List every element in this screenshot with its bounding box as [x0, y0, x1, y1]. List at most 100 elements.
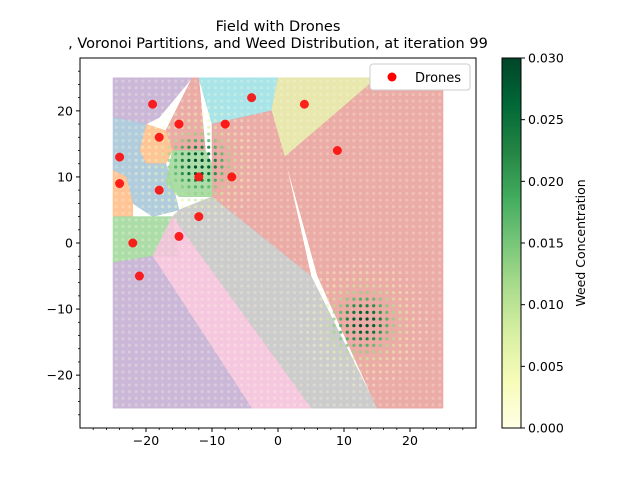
weed-cell [114, 191, 118, 196]
weed-cell [365, 92, 369, 96]
weed-cell [345, 238, 349, 242]
weed-cell [325, 337, 330, 341]
weed-cell [187, 310, 191, 314]
weed-cell [345, 152, 349, 156]
weed-cell [233, 231, 237, 235]
weed-cell [220, 350, 224, 354]
weed-cell [438, 112, 442, 116]
weed-cell [226, 218, 231, 222]
weed-cell [114, 304, 118, 308]
weed-cell [365, 211, 369, 215]
weed-cell [174, 165, 178, 169]
weed-cell [279, 138, 283, 143]
weed-cell [286, 396, 290, 400]
weed-cell [431, 125, 435, 129]
weed-cell [398, 277, 402, 281]
weed-cell [424, 125, 429, 129]
weed-cell [299, 119, 303, 123]
weed-cell [424, 224, 429, 229]
weed-cell [121, 350, 125, 354]
weed-cell [325, 211, 330, 215]
weed-cell [207, 191, 211, 196]
weed-cell [141, 396, 145, 400]
weed-cell [378, 185, 382, 189]
weed-cell [273, 145, 277, 149]
weed-cell [358, 330, 363, 334]
weed-cell [259, 238, 264, 242]
weed-cell [352, 396, 356, 400]
weed-cell [332, 158, 336, 163]
weed-cell [292, 125, 297, 129]
weed-cell [339, 370, 343, 374]
weed-cell [127, 350, 132, 354]
weed-cell [306, 264, 310, 268]
weed-cell [391, 244, 396, 248]
weed-cell [312, 86, 316, 90]
weed-cell [431, 383, 435, 387]
weed-cell [180, 271, 184, 275]
weed-cell [378, 158, 382, 163]
weed-cell [306, 198, 310, 202]
weed-cell [273, 290, 277, 295]
weed-cell [378, 165, 382, 169]
weed-cell [332, 251, 336, 255]
colorbar-gradient [501, 57, 522, 429]
weed-cell [187, 191, 191, 196]
weed-cell [266, 231, 270, 235]
weed-cell [154, 317, 158, 321]
weed-cell [273, 257, 277, 262]
weed-cell [121, 92, 125, 96]
weed-cell [431, 172, 435, 176]
weed-cell [273, 105, 277, 110]
weed-cell [167, 271, 171, 275]
weed-cell [424, 218, 429, 222]
weed-cell [292, 145, 297, 149]
weed-cell [385, 198, 389, 202]
colorbar-tick-label: 0.015 [528, 236, 564, 251]
weed-cell [207, 264, 211, 268]
weed-cell [411, 165, 415, 169]
weed-cell [365, 357, 369, 361]
weed-cell [352, 211, 356, 215]
weed-cell [358, 244, 363, 248]
weed-cell [273, 218, 277, 222]
weed-cell [154, 244, 158, 248]
weed-cell [200, 125, 204, 129]
weed-cell [121, 224, 125, 229]
weed-cell [167, 205, 171, 209]
weed-cell [431, 198, 435, 202]
weed-cell [121, 403, 125, 407]
weed-cell [286, 158, 290, 163]
weed-cell [141, 244, 145, 248]
weed-cell [405, 224, 409, 229]
weed-cell [325, 310, 330, 314]
weed-cell [246, 317, 250, 321]
weed-cell [134, 337, 138, 341]
weed-cell [220, 310, 224, 314]
weed-cell [141, 403, 145, 407]
weed-cell [193, 132, 198, 136]
weed-cell [438, 251, 442, 255]
weed-cell [147, 132, 151, 136]
weed-cell [193, 257, 198, 262]
weed-cell [418, 191, 422, 196]
weed-cell [325, 290, 330, 295]
weed-cell [431, 264, 435, 268]
weed-cell [372, 310, 376, 314]
weed-cell [378, 271, 382, 275]
weed-cell [319, 244, 323, 248]
weed-cell [259, 323, 264, 328]
weed-cell [246, 370, 250, 374]
weed-cell [438, 304, 442, 308]
weed-cell [405, 165, 409, 169]
weed-cell [240, 244, 244, 248]
weed-cell [431, 92, 435, 96]
weed-cell [365, 290, 369, 295]
weed-cell [398, 165, 402, 169]
weed-cell [114, 244, 118, 248]
weed-cell [226, 304, 231, 308]
weed-cell [273, 172, 277, 176]
weed-cell [286, 383, 290, 387]
weed-cell [405, 376, 409, 381]
